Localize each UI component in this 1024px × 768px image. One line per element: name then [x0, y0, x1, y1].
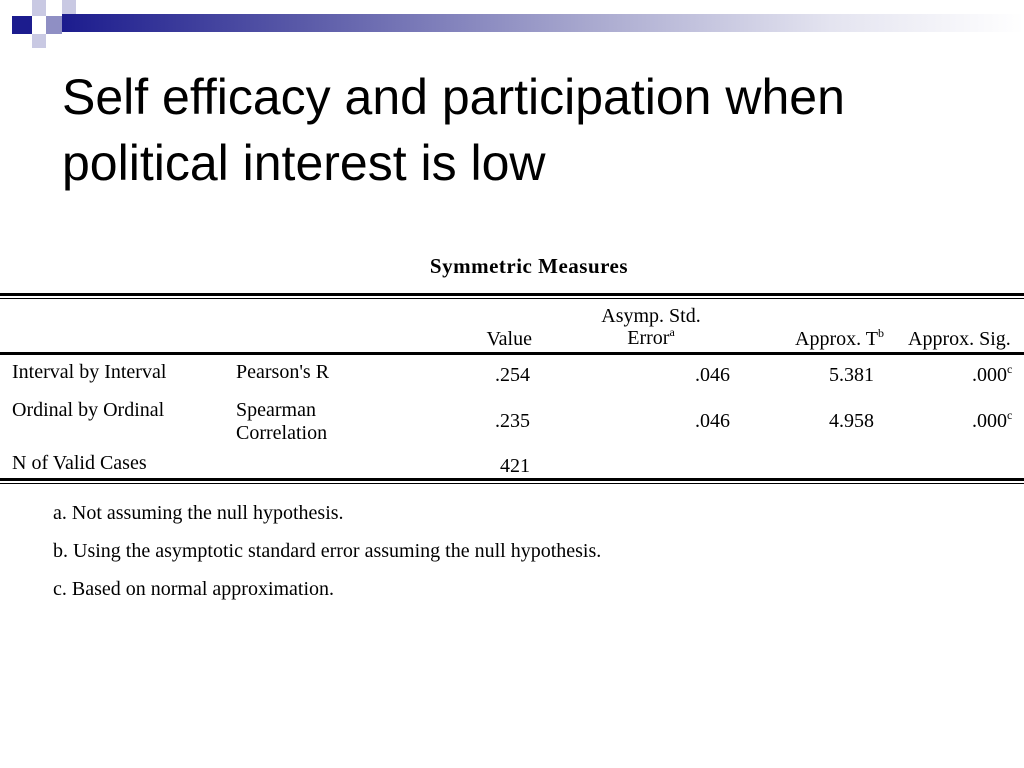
footnote-c: c. Based on normal approximation.: [53, 578, 335, 600]
row-measure-label: Pearson's R: [236, 361, 330, 383]
row-measure-label: Spearman: [236, 399, 316, 421]
row-value: .254: [495, 364, 530, 386]
header-square-mid: [46, 16, 62, 34]
row-value: 421: [500, 455, 530, 477]
row-group-label: Interval by Interval: [12, 361, 167, 383]
row-value: .235: [495, 410, 530, 432]
row-group-label: Ordinal by Ordinal: [12, 399, 165, 421]
header-square-dark: [12, 16, 32, 34]
header-value: Value: [486, 328, 532, 350]
row-asymp-std-error: .046: [695, 410, 730, 432]
row-approx-t: 5.381: [829, 364, 874, 386]
header-decoration: [0, 0, 1024, 60]
table-top-rule: [0, 293, 1024, 296]
header-approx-t: Approx. Tb: [795, 326, 884, 350]
header-gradient-bar: [62, 14, 1024, 32]
footnote-a: a. Not assuming the null hypothesis.: [53, 502, 344, 524]
row-measure-label-line2: Correlation: [236, 422, 328, 444]
table-top-rule-thin: [0, 298, 1024, 299]
footnote-b: b. Using the asymptotic standard error a…: [53, 540, 602, 562]
header-square-light: [32, 34, 46, 48]
slide-title: Self efficacy and participation when pol…: [62, 69, 845, 191]
row-approx-sig: .000c: [972, 362, 1013, 386]
header-bottom-rule: [0, 352, 1024, 355]
row-group-label: N of Valid Cases: [12, 452, 147, 474]
table-bottom-rule-thin: [0, 483, 1024, 484]
table-bottom-rule: [0, 478, 1024, 481]
header-asymp-std-error-line2: Errora: [627, 325, 675, 349]
header-asymp-std-error-line1: Asymp. Std.: [601, 305, 701, 327]
row-asymp-std-error: .046: [695, 364, 730, 386]
header-square-light: [32, 0, 46, 16]
table-title: Symmetric Measures: [429, 254, 629, 278]
row-approx-sig: .000c: [972, 408, 1013, 432]
header-approx-sig: Approx. Sig.: [908, 328, 1011, 350]
row-approx-t: 4.958: [829, 410, 874, 432]
header-square-light: [62, 0, 76, 14]
